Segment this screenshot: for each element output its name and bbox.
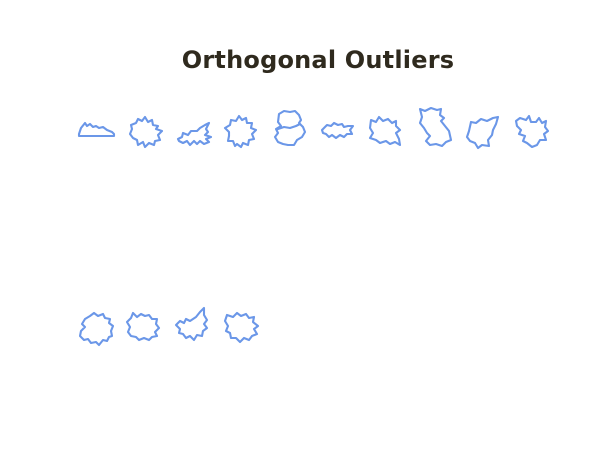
- shape-glyph-11: [80, 313, 113, 345]
- shape-glyph-9: [467, 117, 498, 148]
- shape-glyph-14: [225, 313, 258, 342]
- shape-glyph-10: [516, 116, 548, 147]
- shape-glyph-6: [322, 123, 353, 138]
- shape-glyph-13: [176, 308, 207, 340]
- shape-glyph-5: [275, 111, 305, 145]
- shape-glyph-1: [79, 123, 114, 136]
- glyph-layer: [79, 108, 548, 345]
- shape-glyph-8: [420, 108, 451, 146]
- shape-glyph-3: [178, 123, 211, 145]
- shape-glyph-4: [225, 116, 256, 147]
- shape-glyph-2: [130, 117, 162, 147]
- shape-glyph-12: [127, 313, 159, 340]
- shape-glyph-7: [370, 117, 400, 145]
